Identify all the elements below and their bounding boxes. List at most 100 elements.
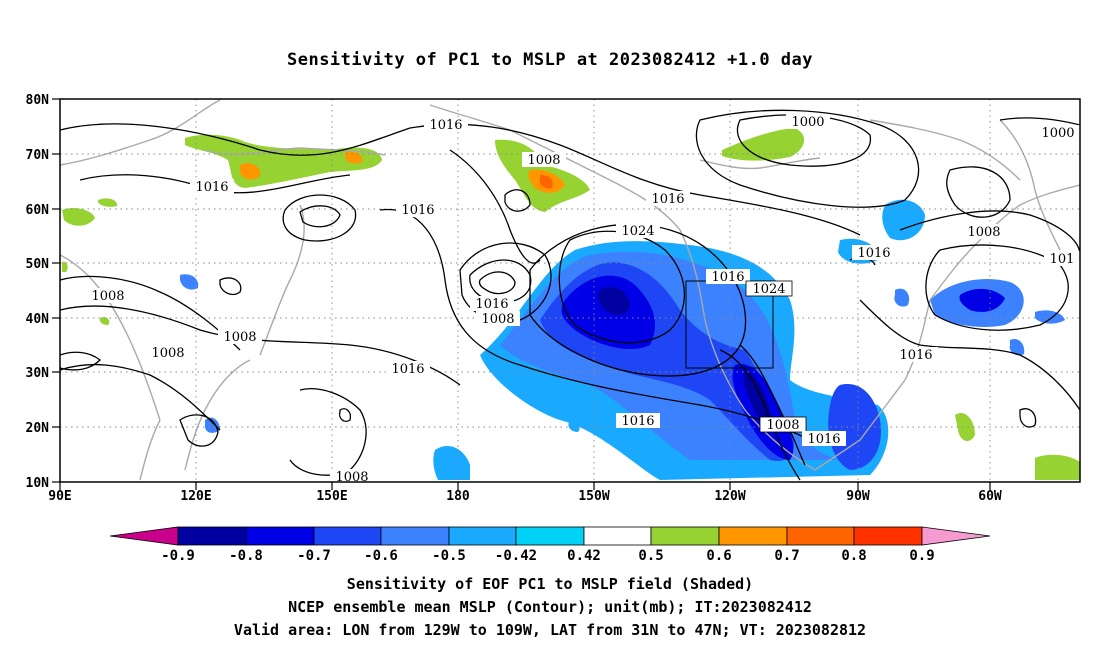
contour-label: 1016 (386, 361, 430, 377)
svg-text:1016: 1016 (857, 246, 890, 261)
svg-text:1008: 1008 (481, 312, 514, 327)
colorbar-tick: 0.6 (706, 548, 731, 564)
contour-label: 1016 (470, 296, 514, 312)
contour-label: 1016 (706, 269, 750, 285)
lat-label: 80N (26, 93, 50, 108)
colorbar-tick: -0.6 (364, 548, 398, 564)
lat-label: 70N (26, 148, 50, 163)
svg-text:1008: 1008 (967, 225, 1000, 240)
svg-text:1024: 1024 (752, 282, 785, 297)
svg-text:1016: 1016 (807, 432, 840, 447)
colorbar-segment (853, 526, 923, 546)
svg-text:1008: 1008 (151, 346, 184, 361)
contour-label: 1000 (786, 114, 830, 130)
contour-label: 101 (1044, 251, 1080, 267)
lon-label: 60W (978, 489, 1002, 504)
svg-text:1016: 1016 (711, 270, 744, 285)
svg-text:1008: 1008 (91, 289, 124, 304)
contour-label: 1016 (894, 347, 938, 363)
contour-label: 1008 (759, 416, 807, 433)
svg-text:1016: 1016 (401, 203, 434, 218)
lat-label: 10N (26, 476, 50, 491)
axis-ticks (52, 98, 991, 490)
lat-label: 50N (26, 257, 50, 272)
colorbar-tick: 0.7 (774, 548, 799, 564)
lon-label: 90E (48, 489, 71, 504)
contour-label: 1008 (86, 288, 130, 304)
svg-text:1008: 1008 (527, 153, 560, 168)
caption-valid-area: Valid area: LON from 129W to 109W, LAT f… (233, 621, 867, 639)
svg-text:1024: 1024 (621, 224, 654, 239)
caption-contour: NCEP ensemble mean MSLP (Contour); unit(… (288, 598, 812, 616)
colorbar-tick: 0.5 (638, 548, 663, 564)
colorbar-segment (515, 526, 585, 546)
contour-label: 1016 (646, 191, 690, 207)
lon-label: 150E (316, 489, 347, 504)
colorbar-tick: -0.5 (432, 548, 466, 564)
svg-text:1016: 1016 (475, 297, 508, 312)
contour-label: 1008 (218, 329, 262, 345)
lat-label: 40N (26, 312, 50, 327)
contour-label: 1024 (745, 280, 793, 297)
lat-label: 30N (26, 366, 50, 381)
contour-label: 1016 (852, 245, 896, 261)
graticule (60, 99, 1080, 482)
lon-label: 180 (446, 489, 470, 504)
colorbar-tick: 0.9 (909, 548, 934, 564)
svg-text:1016: 1016 (621, 414, 654, 429)
contour-labels: 1016 1008 1000 1000 1016 1016 1016 1024 … (86, 114, 1080, 485)
svg-text:1016: 1016 (651, 192, 684, 207)
colorbar: -0.9 -0.8 -0.7 -0.6 -0.5 -0.42 0.42 0.5 … (109, 526, 991, 564)
caption-shading: Sensitivity of EOF PC1 to MSLP field (Sh… (346, 575, 754, 593)
contour-label: 1016 (396, 202, 440, 218)
colorbar-segment (245, 526, 315, 546)
colorbar-tick: -0.8 (229, 548, 263, 564)
colorbar-segment (380, 526, 450, 546)
colorbar-tick: -0.42 (495, 548, 537, 564)
lat-label: 20N (26, 421, 50, 436)
svg-text:1008: 1008 (223, 330, 256, 345)
contour-label: 1008 (146, 345, 190, 361)
svg-text:1016: 1016 (195, 180, 228, 195)
longitude-labels: 90E 120E 150E 180 150W 120W 90W 60W (48, 489, 1002, 504)
svg-text:101: 101 (1050, 252, 1075, 267)
contour-label: 1024 (616, 223, 660, 239)
colorbar-segment (109, 526, 179, 546)
coastlines (60, 99, 1080, 481)
svg-text:1000: 1000 (791, 115, 824, 130)
map-plot-area (60, 99, 1080, 482)
contour-label: 1008 (962, 224, 1006, 240)
contour-label: 1016 (190, 179, 234, 195)
colorbar-segment (718, 526, 788, 546)
lon-label: 150W (578, 489, 609, 504)
latitude-labels: 80N 70N 60N 50N 40N 30N 20N 10N (26, 93, 50, 491)
svg-text:1000: 1000 (1041, 126, 1074, 141)
colorbar-segment (313, 526, 382, 546)
svg-text:1016: 1016 (899, 348, 932, 363)
contour-label: 1008 (476, 311, 520, 327)
colorbar-segment (786, 526, 855, 546)
svg-text:1008: 1008 (766, 418, 799, 433)
contour-label: 1000 (1036, 125, 1080, 141)
lat-label: 60N (26, 203, 50, 218)
colorbar-segment (448, 526, 517, 546)
svg-text:1016: 1016 (391, 362, 424, 377)
colorbar-tick: -0.9 (161, 548, 195, 564)
colorbar-tick: -0.7 (297, 548, 331, 564)
colorbar-tick: 0.42 (567, 548, 601, 564)
colorbar-segment (583, 526, 652, 546)
colorbar-tick: 0.8 (841, 548, 866, 564)
colorbar-segment (921, 526, 991, 546)
contour-label: 1016 (616, 413, 660, 429)
contour-label: 1016 (802, 431, 846, 447)
contour-label: 1008 (522, 152, 566, 168)
map-frame (59, 98, 1081, 483)
lon-label: 120W (714, 489, 745, 504)
lon-label: 120E (180, 489, 211, 504)
svg-text:1016: 1016 (429, 118, 462, 133)
contour-label: 1016 (424, 117, 468, 133)
colorbar-segment (650, 526, 720, 546)
colorbar-segment (177, 526, 247, 546)
lon-label: 90W (846, 489, 870, 504)
